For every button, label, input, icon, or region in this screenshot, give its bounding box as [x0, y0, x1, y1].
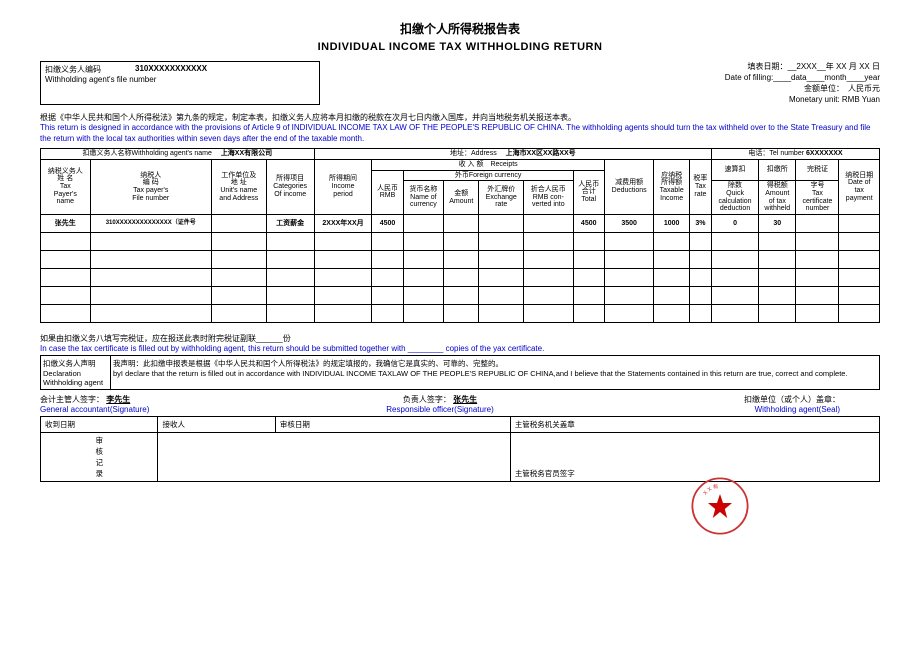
sig2-name: 张先生 — [453, 395, 477, 404]
sig3-cn: 扣缴单位（或个人）盖章： — [744, 395, 840, 404]
agent-name-cell: 扣缴义务人名称Withholding agent's name 上海XX有限公司 — [41, 149, 315, 160]
bottom-table: 收到日期 接收人 审核日期 主管税务机关盖章 审 核 记 录 主管税务官员签字 — [40, 416, 880, 482]
data-row: 张先生 310XXXXXXXXXXXXXX（证件号 工资薪金 2XXX年XX月 … — [41, 214, 880, 232]
col-withheld: 得税额Amountof taxwithheld — [759, 181, 796, 215]
col-quick-top: 速算扣 — [712, 159, 759, 180]
intro-cn: 根据《中华人民共和国个人所得税法》第九条的规定，制定本表，扣缴义务人应将本月扣缴… — [40, 113, 880, 123]
seal-icon: X X 有 — [690, 476, 750, 536]
declaration-box: 扣缴义务人声明 Declaration Withholding agent 我声… — [40, 355, 880, 390]
col-rate: 税率Taxrate — [689, 159, 711, 214]
agent-name-label: 扣缴义务人名称Withholding agent's name — [83, 150, 212, 157]
cell-code: 310XXXXXXXXXXXXXX（证件号 — [90, 214, 211, 232]
col-code: 纳税人编 码Tax payer'sFile number — [90, 159, 211, 214]
col-date: 纳税日期Date oftaxpayment — [839, 159, 880, 214]
sig2-en: Responsible officer(Signature) — [307, 405, 574, 414]
decl-label-cn: 扣缴义务人声明 — [43, 358, 108, 369]
address-value: 上海市XX区XX路XX号 — [506, 150, 576, 157]
col-converted: 折合人民币RMB con-verted into — [524, 181, 574, 215]
col-deduct: 减费用额Deductions — [604, 159, 654, 214]
col-receipts: 收 入 额 Receipts — [372, 159, 604, 170]
sig3-en: Withholding agent(Seal) — [573, 405, 840, 414]
address-label: 地址：Address — [450, 150, 497, 157]
agent-code-box: 扣缴义务人编码 310XXXXXXXXXXX Withholding agent… — [40, 61, 320, 105]
tel-cell: 电话：Tel number 6XXXXXXX — [712, 149, 880, 160]
agent-name-value: 上海XX有限公司 — [221, 150, 272, 157]
cell-deduct: 3500 — [604, 214, 654, 232]
sig1-cn: 会计主管人签字： — [40, 395, 104, 404]
col-cert-top: 完税证 — [796, 159, 839, 180]
fill-date-en: Date of filling:____data____month____yea… — [725, 73, 880, 82]
footer-note: 如果由扣缴义务八填写完税证，应在报送此表时附完税证副联______份 In ca… — [40, 333, 880, 353]
signature-row: 会计主管人签字： 李先生 General accountant(Signatur… — [40, 394, 880, 414]
col-amount: 金额Amount — [444, 181, 479, 215]
col-category: 所得项目CategoriesOf income — [266, 159, 314, 214]
agent-code-label-cn: 扣缴义务人编码 — [45, 64, 135, 75]
sig1-en: General accountant(Signature) — [40, 405, 307, 414]
col-unit: 工作单位及地 址Unit's nameand Address — [211, 159, 266, 214]
col-cert: 字号Taxcertificatenumber — [796, 181, 839, 215]
bt-r2c1: 审 核 记 录 — [41, 432, 158, 481]
intro-en: This return is designed in accordance wi… — [40, 123, 880, 144]
cell-withheld: 30 — [759, 214, 796, 232]
bt-r2c4: 主管税务官员签字 — [510, 432, 879, 481]
cell-quick: 0 — [712, 214, 759, 232]
tel-label: 电话：Tel number — [748, 150, 804, 157]
col-withheld-top: 扣缴所 — [759, 159, 796, 180]
header-row: 扣缴义务人编码 310XXXXXXXXXXX Withholding agent… — [40, 61, 880, 105]
col-quick: 除数Quickcalculationdeduction — [712, 181, 759, 215]
col-total: 人民币合计Total — [573, 170, 604, 214]
bt-r1c3: 审核日期 — [275, 416, 510, 432]
cell-category: 工资薪金 — [266, 214, 314, 232]
agent-code-value: 310XXXXXXXXXXX — [135, 64, 207, 75]
bt-r1c4: 主管税务机关盖章 — [510, 416, 879, 432]
footer-cn: 如果由扣缴义务八填写完税证，应在报送此表时附完税证副联______份 — [40, 333, 880, 344]
decl-text-en: byI declare that the return is filled ou… — [113, 369, 877, 378]
address-cell: 地址：Address 上海市XX区XX路XX号 — [314, 149, 711, 160]
cell-name: 张先生 — [41, 214, 91, 232]
cell-rmb: 4500 — [372, 214, 403, 232]
intro-text: 根据《中华人民共和国个人所得税法》第九条的规定，制定本表，扣缴义务人应将本月扣缴… — [40, 113, 880, 144]
col-rmb: 人民币RMB — [372, 170, 403, 214]
col-taxable: 应纳税所得额TaxableIncome — [654, 159, 689, 214]
decl-text-cn: 我声明：此扣缴申报表是根据《中华人民共和国个人所得税法》的规定填报的，我确信它是… — [113, 358, 877, 369]
bt-r1c2: 接收人 — [158, 416, 275, 432]
bt-r1c1: 收到日期 — [41, 416, 158, 432]
sig2-cn: 负责人签字： — [403, 395, 451, 404]
cell-total: 4500 — [573, 214, 604, 232]
col-exchange: 外汇牌价Exchangerate — [479, 181, 524, 215]
col-foreign: 外币Foreign currency — [403, 170, 573, 181]
tel-value: 6XXXXXXX — [806, 150, 843, 157]
col-currency: 货币名称Name ofcurrency — [403, 181, 443, 215]
monetary-cn: 金额单位： 人民币元 — [725, 83, 880, 94]
title-en: INDIVIDUAL INCOME TAX WITHHOLDING RETURN — [40, 41, 880, 53]
monetary-en: Monetary unit: RMB Yuan — [725, 95, 880, 104]
col-period: 所得期间Incomeperiod — [314, 159, 372, 214]
footer-en-1: In case the tax certificate is filled ou… — [40, 344, 406, 353]
sig1-name: 李先生 — [106, 395, 130, 404]
cell-period: 2XXX年XX月 — [314, 214, 372, 232]
col-name: 纳税义务人姓 名TaxPayer'sname — [41, 159, 91, 214]
cell-taxable: 1000 — [654, 214, 689, 232]
date-info: 填表日期：__2XXX__年 XX 月 XX 日 Date of filling… — [725, 61, 880, 105]
svg-text:X X 有: X X 有 — [702, 482, 719, 497]
title-cn: 扣缴个人所得税报告表 — [40, 20, 880, 37]
fill-date-cn: 填表日期：__2XXX__年 XX 月 XX 日 — [725, 61, 880, 72]
cell-unit — [211, 214, 266, 232]
agent-code-label-en: Withholding agent's file number — [45, 75, 156, 84]
cell-rate: 3% — [689, 214, 711, 232]
footer-en-2: copies of the yax certificate. — [446, 344, 545, 353]
decl-label-en: Declaration Withholding agent — [43, 369, 108, 387]
main-table: 扣缴义务人名称Withholding agent's name 上海XX有限公司… — [40, 148, 880, 323]
